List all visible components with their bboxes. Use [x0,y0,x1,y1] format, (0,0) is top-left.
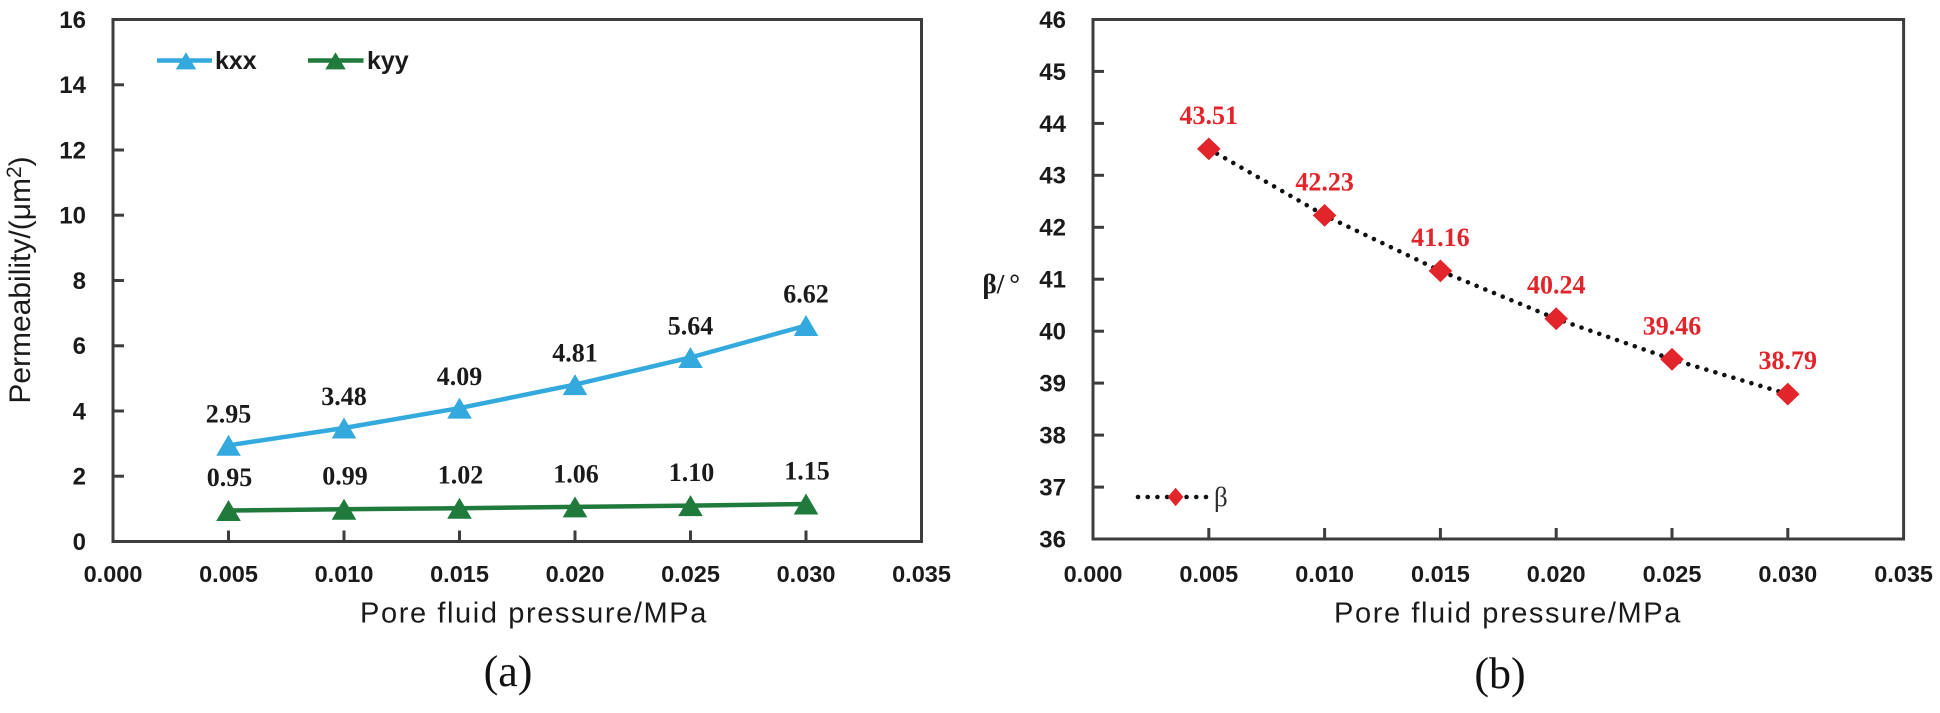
svg-text:0.005: 0.005 [1179,561,1238,587]
svg-text:40.24: 40.24 [1527,271,1586,300]
svg-text:4.81: 4.81 [552,339,598,368]
svg-text:0.000: 0.000 [84,561,143,587]
svg-text:2: 2 [73,464,86,491]
svg-text:37: 37 [1039,474,1066,501]
svg-text:46: 46 [1039,7,1066,34]
svg-text:43: 43 [1039,163,1066,190]
svg-text:14: 14 [59,72,86,99]
svg-text:38: 38 [1039,423,1066,450]
svg-text:Pore fluid pressure/MPa: Pore fluid pressure/MPa [1334,598,1682,630]
svg-text:(a): (a) [484,647,533,696]
svg-text:1.02: 1.02 [438,461,484,490]
svg-text:0.015: 0.015 [430,561,489,587]
svg-text:42: 42 [1039,215,1066,242]
svg-text:0.035: 0.035 [892,561,951,587]
svg-text:(b): (b) [1474,649,1525,698]
svg-text:0.025: 0.025 [1643,561,1702,587]
svg-text:43.51: 43.51 [1180,101,1239,130]
svg-text:1.15: 1.15 [784,457,830,486]
svg-text:0.95: 0.95 [207,463,253,492]
svg-text:0.000: 0.000 [1064,561,1123,587]
svg-text:0.99: 0.99 [322,462,368,491]
svg-text:4: 4 [73,398,87,425]
svg-text:12: 12 [59,137,86,164]
svg-text:0.035: 0.035 [1874,561,1933,587]
svg-text:36: 36 [1039,526,1066,553]
svg-text:β: β [1214,482,1228,512]
svg-text:Permeability/(μm2): Permeability/(μm2) [3,156,37,403]
svg-text:0.010: 0.010 [315,561,374,587]
svg-text:16: 16 [59,7,86,34]
svg-text:8: 8 [73,268,86,295]
svg-text:45: 45 [1039,59,1066,86]
svg-text:41: 41 [1039,267,1066,294]
svg-text:6.62: 6.62 [783,280,829,309]
svg-text:40: 40 [1039,319,1066,346]
svg-text:kyy: kyy [367,47,409,75]
svg-text:0.015: 0.015 [1411,561,1470,587]
svg-text:0.020: 0.020 [546,561,605,587]
svg-text:39: 39 [1039,371,1066,398]
svg-text:44: 44 [1039,111,1066,138]
svg-text:6: 6 [73,333,86,360]
svg-text:4.09: 4.09 [437,362,483,391]
svg-text:0.030: 0.030 [777,561,836,587]
svg-text:0.010: 0.010 [1295,561,1354,587]
svg-text:41.16: 41.16 [1411,223,1470,252]
svg-text:2.95: 2.95 [206,399,252,428]
svg-text:Pore fluid pressure/MPa: Pore fluid pressure/MPa [360,598,708,630]
svg-text:42.23: 42.23 [1295,167,1354,196]
svg-text:0.030: 0.030 [1758,561,1817,587]
svg-text:0.025: 0.025 [661,561,720,587]
svg-text:0.020: 0.020 [1527,561,1586,587]
svg-text:β/°: β/° [983,269,1021,299]
svg-text:1.10: 1.10 [669,458,715,487]
svg-text:kxx: kxx [215,47,257,75]
svg-text:1.06: 1.06 [553,459,599,488]
svg-text:3.48: 3.48 [321,382,367,411]
svg-text:39.46: 39.46 [1643,311,1702,340]
svg-text:38.79: 38.79 [1759,346,1818,375]
svg-text:0: 0 [73,529,86,556]
svg-text:5.64: 5.64 [668,312,714,341]
svg-text:0.005: 0.005 [199,561,258,587]
svg-text:10: 10 [59,203,86,230]
